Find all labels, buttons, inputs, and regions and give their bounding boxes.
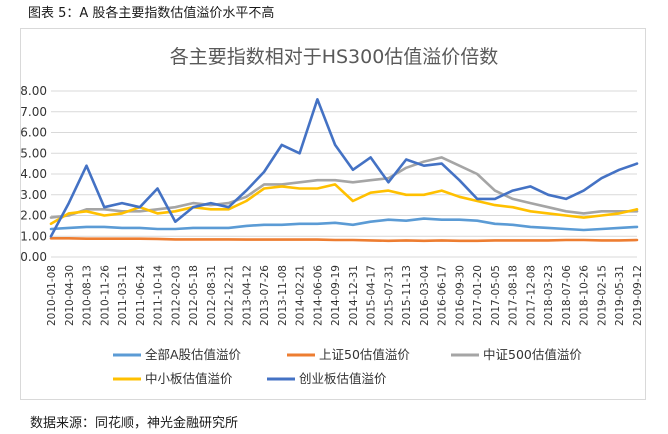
series-lines (49, 98, 639, 243)
x-tick-label: 2018-10-26 (579, 265, 591, 326)
y-tick-label: 8.00 (21, 84, 47, 98)
x-tick-label: 2012-12-21 (224, 265, 236, 326)
y-tick-label: 6.00 (21, 126, 47, 140)
x-tick-label: 2017-01-20 (472, 265, 484, 326)
x-tick-label: 2014-02-21 (295, 265, 307, 326)
x-tick-label: 2015-07-31 (383, 265, 395, 326)
y-tick-label: 1.00 (21, 229, 47, 243)
x-tick-label: 2012-08-31 (206, 265, 218, 326)
x-tick-label: 2014-12-31 (348, 265, 360, 326)
x-tick-label: 2013-04-12 (241, 265, 253, 326)
x-tick-label: 2017-12-08 (525, 265, 537, 326)
series-line-3 (49, 183, 639, 226)
x-tick-label: 2012-02-03 (170, 265, 182, 326)
legend-label: 中小板估值溢价 (145, 371, 233, 386)
x-tick-label: 2010-01-08 (46, 265, 58, 326)
chart-svg: 各主要指数相对于HS300估值溢价倍数 0.00 1.00 2.00 3.00 4.00… (21, 46, 644, 386)
series-line-4 (49, 98, 639, 238)
legend-label: 创业板估值溢价 (299, 371, 387, 386)
y-tick-label: 7.00 (21, 105, 47, 119)
y-axis-ticks: 0.00 1.00 2.00 3.00 4.00 5.00 6.00 7.00 8.00 (21, 84, 47, 264)
y-tick-label: 4.00 (21, 167, 47, 181)
x-tick-label: 2018-03-23 (543, 265, 555, 326)
x-tick-label: 2011-03-11 (117, 265, 129, 326)
x-tick-label: 2010-11-26 (99, 265, 111, 326)
chart-frame: 各主要指数相对于HS300估值溢价倍数 0.00 1.00 2.00 3.00 4.00… (20, 28, 646, 400)
figure-caption: 图表 5：A 股各主要指数估值溢价水平不高 (28, 6, 275, 21)
x-tick-label: 2019-09-12 (632, 265, 644, 326)
x-tick-label: 2016-06-17 (437, 265, 449, 326)
x-tick-label: 2014-09-19 (330, 265, 342, 326)
x-tick-label: 2012-05-18 (188, 265, 200, 326)
x-tick-label: 2011-10-14 (153, 265, 165, 326)
x-tick-label: 2010-04-30 (64, 265, 76, 326)
x-axis-ticks: 2010-01-08 2010-04-30 2010-08-13 2010-11-26… (46, 265, 644, 326)
chart-title: 各主要指数相对于HS300估值溢价倍数 (170, 46, 499, 68)
x-tick-label: 2019-05-31 (614, 265, 626, 326)
y-tick-label: 3.00 (21, 188, 47, 202)
y-tick-label: 5.00 (21, 146, 47, 160)
x-tick-label: 2011-06-24 (135, 265, 147, 326)
x-tick-label: 2015-04-17 (366, 265, 378, 326)
legend-label: 上证50估值溢价 (319, 347, 410, 362)
legend-label: 中证500估值溢价 (483, 347, 582, 362)
x-tick-label: 2018-07-06 (561, 265, 573, 326)
x-tick-label: 2016-03-04 (419, 265, 431, 326)
x-tick-label: 2013-07-26 (259, 265, 271, 326)
series-line-0 (49, 217, 639, 232)
series-line-1 (49, 237, 639, 243)
y-tick-label: 0.00 (21, 250, 47, 264)
x-tick-label: 2015-11-13 (401, 265, 413, 326)
y-tick-label: 2.00 (21, 209, 47, 223)
legend-label: 全部A股估值溢价 (145, 347, 242, 362)
x-tick-label: 2017-08-18 (508, 265, 520, 326)
x-tick-label: 2016-09-30 (454, 265, 466, 326)
x-tick-label: 2013-11-08 (277, 265, 289, 326)
x-tick-label: 2010-08-13 (82, 265, 94, 326)
x-tick-label: 2017-05-05 (490, 265, 502, 326)
source-note: 数据来源：同花顺，神光金融研究所 (30, 416, 239, 431)
gridlines (51, 90, 637, 258)
x-tick-label: 2019-02-15 (596, 265, 608, 326)
x-tick-label: 2014-06-06 (312, 265, 324, 326)
